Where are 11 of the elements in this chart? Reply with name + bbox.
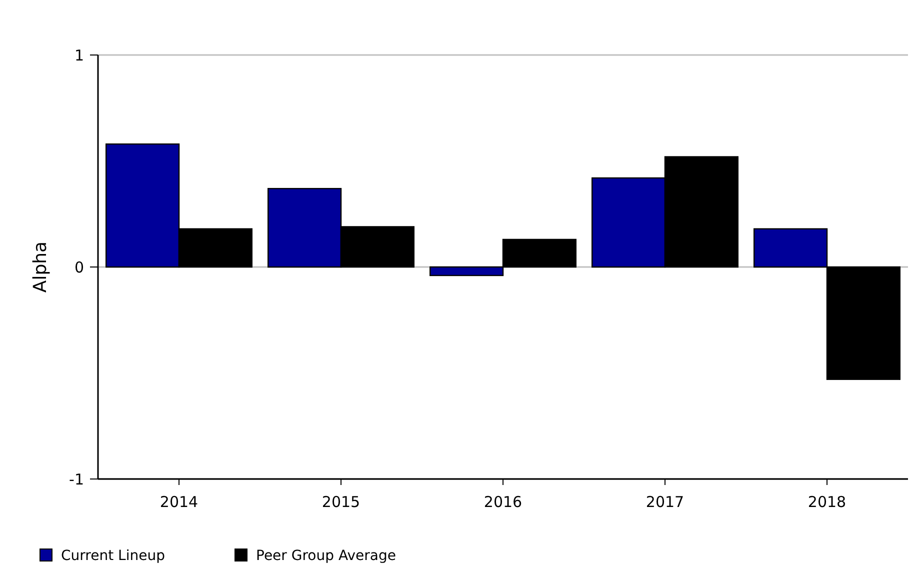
y-tick-label: -1	[69, 470, 84, 488]
x-tick-label: 2014	[160, 493, 198, 511]
x-tick-label: 2018	[808, 493, 846, 511]
x-tick-label: 2016	[484, 493, 522, 511]
legend-label: Current Lineup	[61, 548, 166, 564]
legend-label: Peer Group Average	[256, 548, 396, 564]
y-axis-title: Alpha	[30, 241, 51, 293]
x-tick-label: 2015	[322, 493, 360, 511]
y-tick-label: 1	[74, 46, 84, 64]
y-tick-label: 0	[74, 258, 84, 276]
x-tick-label: 2017	[646, 493, 684, 511]
